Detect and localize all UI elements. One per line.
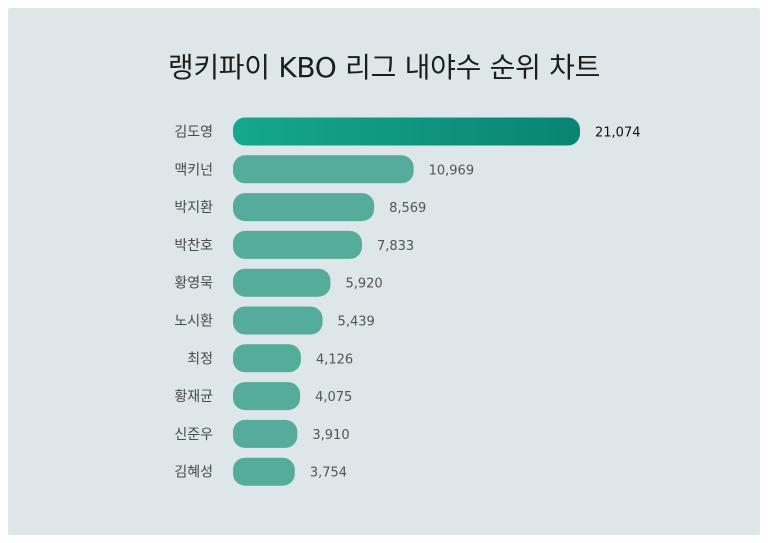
bar bbox=[233, 419, 298, 448]
category-label: 박찬호 bbox=[174, 238, 213, 254]
category-label: 김도영 bbox=[174, 125, 213, 141]
bar bbox=[233, 193, 375, 222]
category-label: 최정 bbox=[187, 351, 213, 367]
category-label: 박지환 bbox=[174, 200, 213, 216]
bar bbox=[233, 382, 301, 411]
value-label: 4,075 bbox=[315, 390, 352, 405]
value-label: 3,910 bbox=[312, 428, 349, 443]
category-label: 황재균 bbox=[174, 389, 213, 405]
category-label: 노시환 bbox=[174, 314, 213, 330]
value-label: 10,969 bbox=[429, 163, 475, 178]
bar bbox=[233, 155, 414, 184]
value-label: 21,074 bbox=[595, 126, 641, 141]
category-label: 신준우 bbox=[174, 427, 213, 443]
value-label: 4,126 bbox=[316, 352, 353, 367]
chart-title: 랭키파이 KBO 리그 내야수 순위 차트 bbox=[167, 51, 601, 84]
value-label: 8,569 bbox=[389, 201, 426, 216]
value-label: 5,920 bbox=[345, 277, 382, 292]
value-label: 5,439 bbox=[338, 315, 375, 330]
bar bbox=[233, 117, 580, 146]
category-label: 맥키넌 bbox=[174, 162, 213, 178]
bar bbox=[233, 230, 362, 259]
chart-card bbox=[8, 8, 760, 535]
category-label: 김혜성 bbox=[174, 465, 213, 481]
bar bbox=[233, 457, 295, 486]
value-label: 7,833 bbox=[377, 239, 414, 254]
bar bbox=[233, 268, 331, 297]
bar bbox=[233, 306, 323, 335]
category-label: 황영묵 bbox=[174, 276, 213, 292]
bar bbox=[233, 344, 301, 373]
value-label: 3,754 bbox=[310, 466, 347, 481]
